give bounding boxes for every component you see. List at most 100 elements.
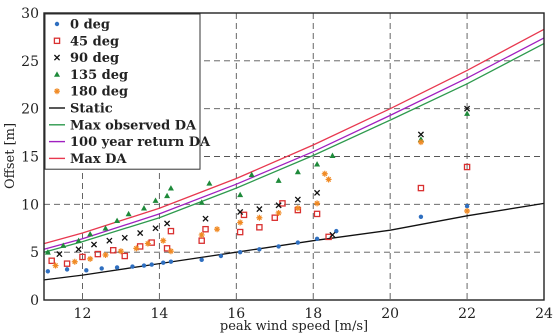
legend-label-max-da: Max DA <box>70 152 127 167</box>
data-point-0-deg <box>149 262 154 267</box>
data-point-45-deg <box>313 210 321 218</box>
x-tick-label: 22 <box>458 306 476 322</box>
data-point-135-deg <box>275 177 282 183</box>
legend-label-180-deg: 180 deg <box>70 85 128 100</box>
data-point-90-deg <box>152 225 159 232</box>
data-point-0-deg <box>161 260 166 265</box>
y-tick-label: 5 <box>30 245 39 261</box>
data-point-180-deg <box>87 255 94 262</box>
legend-label-100-year-return-da: 100 year return DA <box>70 135 211 150</box>
data-point-45-deg <box>198 237 205 244</box>
axis-ticks: 12 14 16 18 20 22 24 0 5 10 15 20 25 30 <box>21 6 553 322</box>
data-point-135-deg <box>102 225 109 231</box>
legend-box <box>44 13 201 170</box>
data-point-45-deg <box>202 225 209 233</box>
data-point-135-deg <box>164 192 171 199</box>
data-point-180-deg <box>256 214 263 221</box>
data-point-90-deg <box>121 234 128 241</box>
data-point-90-deg <box>314 189 321 196</box>
data-point-135-deg <box>75 237 82 244</box>
data-point-0-deg <box>276 244 281 249</box>
data-point-135-deg <box>60 242 67 248</box>
data-point-180-deg <box>275 209 282 216</box>
legend-label-0-deg: 0 deg <box>70 18 110 33</box>
data-point-135-deg <box>198 199 205 205</box>
data-point-45-deg <box>79 253 86 261</box>
data-point-0-deg <box>84 268 89 273</box>
data-point-180-deg <box>117 248 124 255</box>
data-point-0-deg <box>418 214 424 219</box>
data-point-180-deg <box>464 208 471 215</box>
data-point-180-deg <box>314 200 321 207</box>
x-tick-label: 20 <box>381 306 399 322</box>
data-point-135-deg <box>464 110 471 116</box>
data-point-45-deg <box>121 252 129 260</box>
data-point-135-deg <box>329 152 336 158</box>
data-point-90-deg <box>202 215 209 222</box>
data-point-180-deg <box>133 245 140 252</box>
data-point-90-deg <box>164 220 171 227</box>
scatter-series <box>44 105 471 274</box>
x-tick-label: 14 <box>150 306 168 322</box>
data-point-90-deg <box>275 202 282 209</box>
line-series <box>43 28 545 281</box>
series-line-max-da <box>43 28 545 245</box>
data-point-0-deg <box>218 253 224 259</box>
y-tick-label: 0 <box>30 293 39 309</box>
x-tick-label: 24 <box>535 306 553 322</box>
data-point-180-deg <box>102 252 109 259</box>
data-point-90-deg <box>56 251 63 258</box>
series-line-static <box>43 202 545 281</box>
data-point-180-deg <box>71 258 78 265</box>
data-point-0-deg <box>334 228 339 234</box>
y-tick-label: 30 <box>21 6 39 22</box>
data-point-135-deg <box>237 191 244 198</box>
data-point-90-deg <box>294 196 301 203</box>
y-tick-label: 20 <box>21 102 39 118</box>
data-point-135-deg <box>87 230 94 237</box>
legend-marker-135-deg <box>54 71 60 77</box>
y-tick-label: 15 <box>21 150 39 166</box>
data-point-45-deg <box>417 184 425 192</box>
legend-label-45-deg: 45 deg <box>70 34 119 49</box>
data-point-135-deg <box>125 210 132 217</box>
y-tick-label: 25 <box>21 54 39 70</box>
data-point-90-deg <box>106 237 113 244</box>
data-point-45-deg <box>167 227 175 235</box>
data-point-45-deg <box>256 224 263 231</box>
x-tick-label: 16 <box>227 306 245 322</box>
legend-marker-0-deg <box>54 21 60 27</box>
data-point-135-deg <box>152 197 159 203</box>
data-point-0-deg <box>314 236 320 241</box>
data-point-90-deg <box>464 105 471 112</box>
data-point-45-deg <box>463 163 471 171</box>
series-line-max-observed-da <box>43 43 545 253</box>
legend-marker-45-deg <box>53 37 61 45</box>
data-point-180-deg <box>294 205 301 212</box>
data-point-45-deg <box>163 245 171 252</box>
data-point-180-deg <box>160 237 167 244</box>
data-point-180-deg <box>325 176 332 183</box>
data-point-45-deg <box>240 211 248 219</box>
data-point-0-deg <box>199 257 204 263</box>
legend-label-135-deg: 135 deg <box>70 68 128 83</box>
data-point-0-deg <box>295 240 301 245</box>
y-tick-label: 10 <box>21 197 39 213</box>
series-line-100-year-return-da <box>43 37 545 250</box>
data-point-90-deg <box>329 231 336 239</box>
data-point-0-deg <box>130 264 135 269</box>
data-point-90-deg <box>137 229 144 237</box>
data-point-0-deg <box>99 266 104 271</box>
data-point-135-deg <box>167 185 174 191</box>
data-point-135-deg <box>206 180 213 186</box>
data-point-135-deg <box>141 205 147 211</box>
data-point-135-deg <box>314 161 321 167</box>
data-point-90-deg <box>75 246 82 253</box>
data-point-0-deg <box>464 204 470 209</box>
data-point-0-deg <box>114 265 120 270</box>
x-axis-label: peak wind speed [m/s] <box>220 319 368 333</box>
plot-frame <box>43 12 545 301</box>
data-point-45-deg <box>271 214 279 221</box>
data-point-135-deg <box>44 249 51 255</box>
